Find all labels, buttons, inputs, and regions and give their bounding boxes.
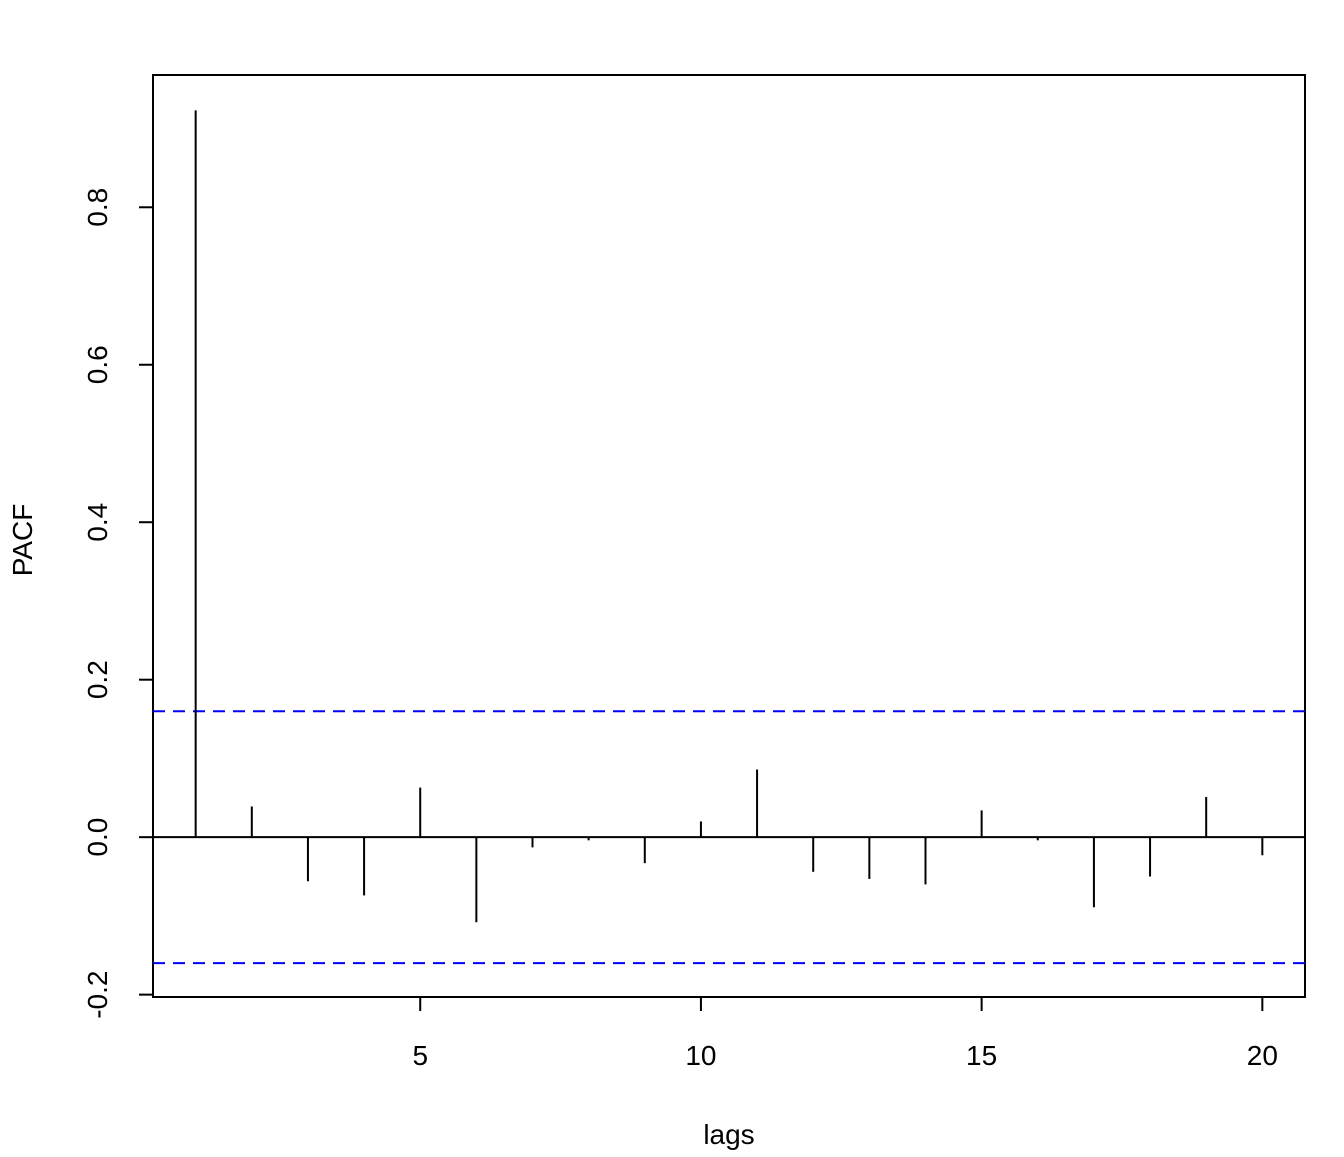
y-tick-label: 0.6 bbox=[82, 345, 113, 384]
x-tick-label: 15 bbox=[966, 1040, 997, 1071]
x-axis-label: lags bbox=[703, 1119, 754, 1150]
x-tick-label: 20 bbox=[1247, 1040, 1278, 1071]
y-axis-label: PACF bbox=[7, 504, 38, 577]
y-tick-label: 0.0 bbox=[82, 818, 113, 857]
plot-frame bbox=[152, 74, 1306, 998]
y-tick-label: 0.4 bbox=[82, 503, 113, 542]
y-tick-label: -0.2 bbox=[82, 971, 113, 1019]
y-tick-label: 0.8 bbox=[82, 188, 113, 227]
x-tick-label: 10 bbox=[685, 1040, 716, 1071]
x-tick-label: 5 bbox=[412, 1040, 428, 1071]
y-tick-label: 0.2 bbox=[82, 660, 113, 699]
